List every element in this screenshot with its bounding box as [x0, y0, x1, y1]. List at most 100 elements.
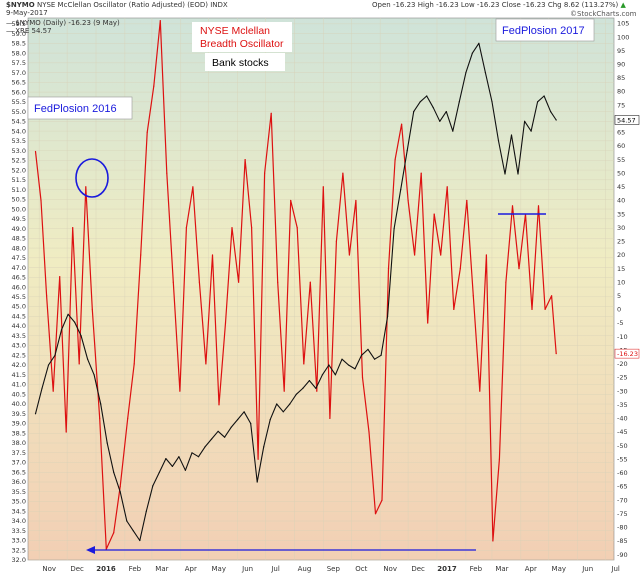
right-tick-label: 20	[617, 251, 625, 259]
nymo-point	[407, 199, 409, 202]
left-tick-label: 35.0	[12, 498, 26, 506]
left-tick-label: 37.0	[12, 459, 26, 467]
nymo-point	[355, 199, 357, 202]
xre-point	[67, 313, 69, 315]
nymo-point	[492, 540, 494, 542]
nymo-point	[34, 150, 37, 153]
right-tick-label: -70	[617, 496, 628, 504]
left-tick-label: 46.5	[12, 274, 26, 282]
xre-point	[458, 101, 460, 103]
nymo-point	[479, 390, 481, 392]
xre-point	[210, 438, 213, 440]
left-tick-label: 43.0	[12, 342, 26, 350]
xre-point	[374, 358, 376, 360]
symbol-description: NYSE McClellan Oscillator (Ratio Adjuste…	[36, 1, 228, 9]
nymo-point	[270, 112, 272, 114]
xre-point	[54, 354, 56, 356]
right-tick-label: -65	[617, 483, 628, 491]
chg-label: Chg	[547, 1, 562, 9]
nymo-point	[381, 499, 383, 501]
xre-point	[360, 354, 363, 356]
nymo-point	[119, 485, 121, 488]
nymo-point	[224, 322, 227, 324]
nymo-point	[72, 227, 74, 229]
left-tick-label: 47.0	[12, 264, 26, 272]
left-tick-label: 52.0	[12, 166, 26, 174]
nymo-point	[401, 123, 403, 125]
oscillator-title-box	[192, 22, 292, 52]
xre-point	[439, 120, 441, 122]
x-tick-label: 2017	[437, 565, 457, 573]
close-label: Close	[501, 1, 521, 9]
open-label: Open	[372, 1, 391, 9]
xre-point	[393, 228, 395, 230]
nymo-point	[244, 159, 246, 161]
xre-point	[191, 452, 193, 454]
right-tick-label: 0	[617, 306, 621, 314]
right-axis-ticks: 1051009590858075706560555045403530252015…	[617, 20, 629, 559]
left-tick-label: 50.0	[12, 205, 26, 213]
chg-value: 8.62 (113.27%)	[563, 1, 619, 9]
oscillator-title-line1: NYSE Mclellan	[200, 25, 270, 37]
nymo-point	[485, 254, 487, 256]
right-tick-label: 10	[617, 278, 625, 286]
right-tick-label: -50	[617, 442, 628, 450]
legend-nymo: — $NYMO (Daily) -16.23 (9 May)	[6, 19, 120, 27]
left-tick-label: 37.5	[12, 449, 26, 457]
left-tick-label: 33.5	[12, 527, 26, 535]
ohlc-readout: Open -16.23 High -16.23 Low -16.23 Close…	[372, 1, 626, 9]
nymo-point	[146, 131, 148, 133]
nymo-point	[498, 458, 500, 460]
nymo-point	[368, 431, 370, 433]
nymo-point	[309, 281, 311, 283]
right-tick-label: -35	[617, 401, 628, 409]
right-tick-label: 85	[617, 74, 625, 82]
right-tick-label: 15	[617, 265, 625, 273]
chart-date: 9-May-2017	[6, 9, 48, 17]
left-tick-label: 57.0	[12, 69, 26, 77]
left-tick-label: 57.5	[12, 59, 26, 67]
nymo-point	[283, 390, 285, 392]
xre-point	[445, 111, 447, 113]
nymo-point	[52, 390, 54, 392]
left-tick-label: 51.5	[12, 176, 26, 184]
right-tick-label: 50	[617, 169, 625, 177]
xre-point	[184, 469, 186, 471]
right-tick-label: 35	[617, 210, 625, 218]
x-tick-label: Jun	[581, 565, 593, 573]
xre-point	[555, 119, 557, 121]
left-tick-label: 39.5	[12, 410, 26, 418]
nymo-point	[211, 254, 214, 256]
nymo-point	[414, 254, 416, 256]
left-tick-label: 40.5	[12, 390, 26, 398]
nymo-point	[511, 205, 514, 207]
xre-point	[237, 419, 239, 421]
nymo-last-tag-box	[614, 348, 640, 359]
left-tick-label: 39.0	[12, 420, 26, 428]
high-value: -16.23	[436, 1, 459, 9]
xre-point	[367, 348, 369, 350]
left-tick-label: 33.0	[12, 537, 26, 545]
xre-point	[87, 358, 89, 360]
x-tick-label: Dec	[411, 565, 425, 573]
xre-point	[471, 52, 473, 54]
nymo-point	[374, 513, 377, 515]
nymo-point	[192, 186, 194, 188]
xre-point	[256, 481, 258, 483]
left-tick-label: 38.5	[12, 429, 26, 437]
symbol-label: $NYMO	[6, 1, 35, 9]
xre-point	[276, 403, 278, 405]
low-label: Low	[460, 1, 475, 9]
nymo-point	[551, 295, 553, 297]
nymo-point	[78, 363, 80, 365]
left-tick-label: 43.5	[12, 332, 26, 340]
xre-point	[80, 335, 82, 337]
right-tick-label: 5	[617, 292, 621, 300]
nymo-point	[140, 254, 142, 256]
xre-point	[243, 411, 245, 413]
xre-point	[145, 510, 147, 512]
nymo-point	[205, 363, 207, 365]
xre-point	[139, 539, 141, 542]
xre-point	[530, 130, 532, 132]
right-tick-label: 65	[617, 129, 625, 137]
